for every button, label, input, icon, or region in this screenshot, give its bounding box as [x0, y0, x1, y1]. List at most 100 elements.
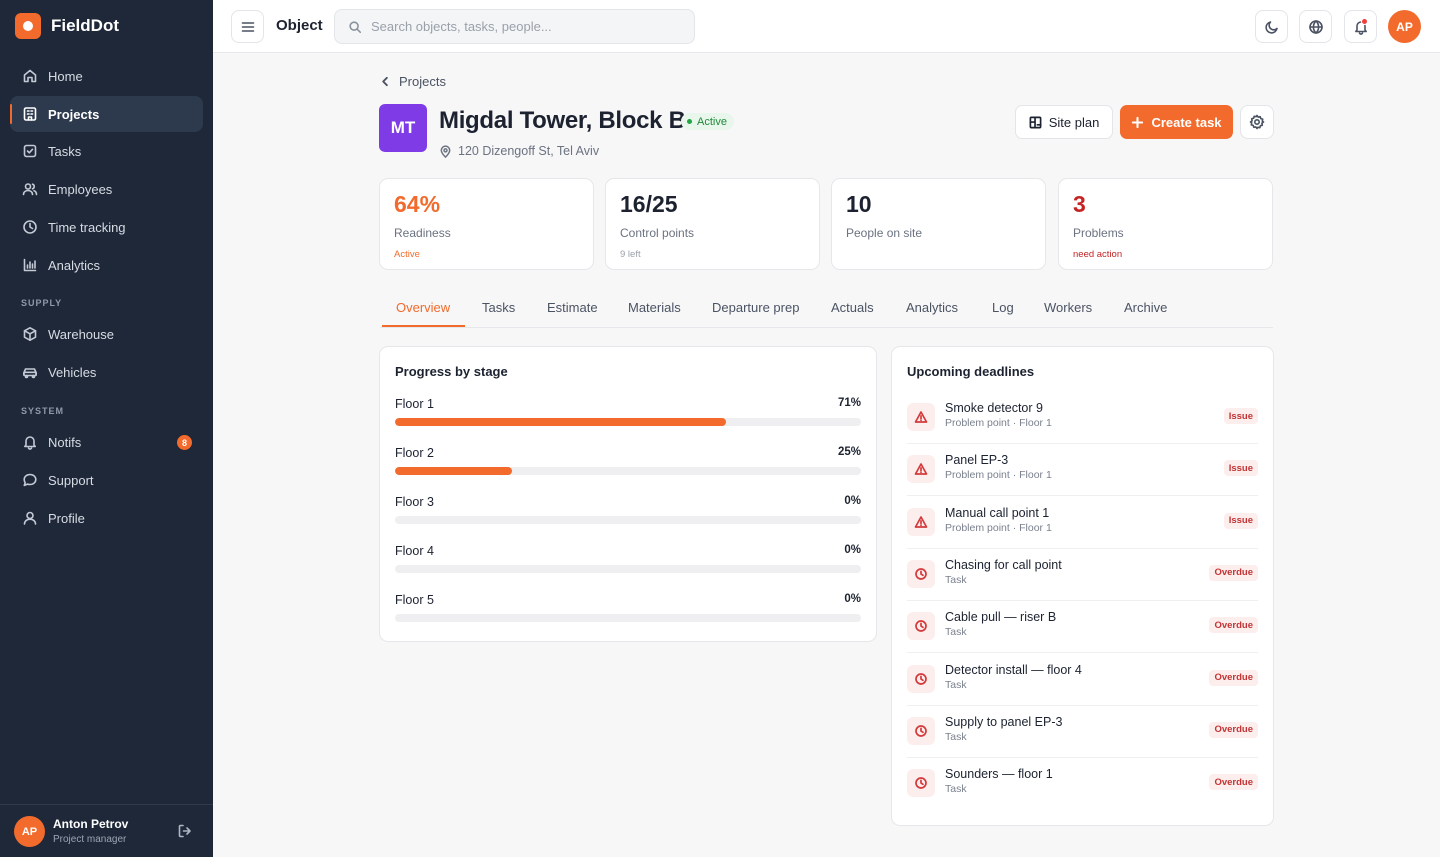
projects-icon — [23, 107, 37, 121]
brand[interactable]: FieldDot — [15, 13, 119, 39]
sidebar-item-label: Projects — [48, 106, 100, 122]
tab-departure-prep[interactable]: Departure prep — [712, 300, 800, 315]
deadline-item[interactable]: Panel EP-3 Problem point · Floor 1 Issue — [907, 444, 1258, 497]
create-task-button[interactable]: Create task — [1120, 105, 1233, 139]
sidebar-item-tasks[interactable]: Tasks — [10, 133, 203, 169]
tab-tasks[interactable]: Tasks — [482, 300, 516, 315]
warning-badge-icon — [907, 403, 935, 431]
warning-icon — [914, 411, 928, 423]
tab-actuals[interactable]: Actuals — [831, 300, 874, 315]
stage-progress-track — [395, 565, 861, 573]
sidebar-item-projects[interactable]: Projects — [10, 96, 203, 132]
clock-icon — [915, 620, 927, 633]
site-plan-button[interactable]: Site plan — [1015, 105, 1113, 139]
status-badge: Overdue — [1209, 721, 1258, 738]
tab-estimate[interactable]: Estimate — [547, 300, 598, 315]
logout-icon — [178, 824, 191, 838]
sidebar-item-label: Warehouse — [48, 326, 114, 342]
deadline-item[interactable]: Smoke detector 9 Problem point · Floor 1 I… — [907, 392, 1258, 444]
sidebar-item-label: Employees — [48, 181, 113, 197]
deadline-title: Smoke detector 9 — [945, 401, 1043, 415]
search-input[interactable] — [371, 19, 691, 34]
tab-log[interactable]: Log — [992, 300, 1014, 315]
clock-icon — [915, 568, 927, 580]
stage-name: Floor 4 — [395, 544, 434, 558]
deadline-title: Panel EP-3 — [945, 453, 1009, 468]
warning-icon — [914, 463, 928, 476]
tasks-icon — [23, 144, 37, 158]
menu-toggle-button[interactable] — [231, 10, 264, 43]
project-avatar: MT — [379, 104, 427, 152]
sidebar-item-notifs[interactable]: Notifs 8 — [10, 424, 203, 460]
location-pin-icon — [440, 144, 451, 158]
active-tab-indicator — [382, 325, 465, 327]
status-badge: Active — [681, 113, 734, 130]
sidebar-item-vehicles[interactable]: Vehicles — [10, 354, 203, 390]
sidebar-item-profile[interactable]: Profile — [10, 500, 203, 536]
status-badge: Overdue — [1209, 774, 1258, 791]
stage-row: Floor 4 0% — [395, 544, 861, 574]
project-address: 120 Dizengoff St, Tel Aviv — [439, 144, 599, 158]
stat-card-control-points: 16/25 Control points 9 left — [605, 178, 820, 270]
gear-icon — [1249, 114, 1265, 130]
deadline-item[interactable]: Manual call point 1 Problem point · Floor… — [907, 497, 1258, 549]
map-icon — [1029, 116, 1042, 128]
page-title: Object — [276, 17, 323, 34]
sidebar-item-home[interactable]: Home — [10, 58, 203, 94]
tab-analytics[interactable]: Analytics — [906, 300, 959, 315]
stage-percent: 0% — [844, 593, 861, 605]
deadline-item[interactable]: Sounders — floor 1 Task Overdue — [907, 758, 1258, 810]
deadline-subtitle: Task — [945, 678, 967, 691]
address-text: 120 Dizengoff St, Tel Aviv — [458, 144, 600, 158]
stage-name: Floor 5 — [395, 593, 434, 607]
notifications-button[interactable] — [1344, 10, 1377, 43]
stat-label: Problems — [1073, 226, 1124, 240]
moon-icon — [1264, 20, 1278, 34]
clock-badge-icon — [907, 559, 935, 588]
status-badge: Issue — [1223, 512, 1258, 529]
warning-badge-icon — [907, 455, 935, 484]
sidebar: FieldDot Home Projects Tasks Employees T… — [0, 0, 213, 857]
deadline-item[interactable]: Supply to panel EP-3 Task Overdue — [907, 706, 1258, 758]
stat-value: 10 — [846, 191, 872, 217]
deadline-item[interactable]: Cable pull — riser B Task Overdue — [907, 601, 1258, 654]
stage-name: Floor 3 — [395, 495, 434, 509]
home-icon — [23, 69, 37, 83]
logout-button[interactable] — [177, 823, 193, 839]
sidebar-item-analytics[interactable]: Analytics — [10, 247, 203, 283]
project-settings-button[interactable] — [1240, 105, 1274, 139]
status-badge: Issue — [1223, 408, 1258, 424]
status-badge: Overdue — [1209, 564, 1258, 581]
sidebar-item-label: Notifs — [48, 434, 82, 450]
deadline-subtitle: Problem point · Floor 1 — [945, 417, 1052, 429]
tab-materials[interactable]: Materials — [628, 300, 681, 315]
tab-workers[interactable]: Workers — [1044, 300, 1093, 315]
stage-percent: 25% — [837, 446, 861, 458]
topbar: Object AP — [213, 0, 1440, 53]
sidebar-item-time-tracking[interactable]: Time tracking — [10, 209, 203, 245]
deadline-title: Sounders — floor 1 — [945, 767, 1053, 782]
panel-title: Progress by stage — [395, 364, 508, 379]
stage-progress-fill — [395, 418, 726, 426]
theme-toggle-button[interactable] — [1255, 10, 1288, 43]
deadline-subtitle: Problem point · Floor 1 — [945, 469, 1052, 482]
status-dot — [687, 119, 692, 124]
analytics-icon — [23, 258, 37, 272]
deadline-item[interactable]: Chasing for call point Task Overdue — [907, 549, 1258, 601]
tab-overview[interactable]: Overview — [396, 300, 451, 315]
sidebar-item-label: Vehicles — [48, 364, 97, 380]
language-button[interactable] — [1299, 10, 1332, 43]
clock-badge-icon — [907, 716, 935, 745]
deadline-item[interactable]: Detector install — floor 4 Task Overdue — [907, 654, 1258, 706]
sidebar-item-employees[interactable]: Employees — [10, 171, 203, 207]
avatar[interactable]: AP — [1388, 10, 1421, 43]
stage-row: Floor 1 71% — [395, 397, 861, 427]
breadcrumb[interactable]: Projects — [380, 74, 446, 89]
sidebar-item-support[interactable]: Support — [10, 462, 203, 498]
system-section-label: SYSTEM — [21, 406, 65, 416]
stat-value: 64% — [394, 191, 441, 217]
avatar[interactable]: AP — [14, 816, 45, 847]
tab-archive[interactable]: Archive — [1124, 300, 1168, 315]
sidebar-item-warehouse[interactable]: Warehouse — [10, 316, 203, 352]
deadline-subtitle: Task — [945, 573, 967, 586]
